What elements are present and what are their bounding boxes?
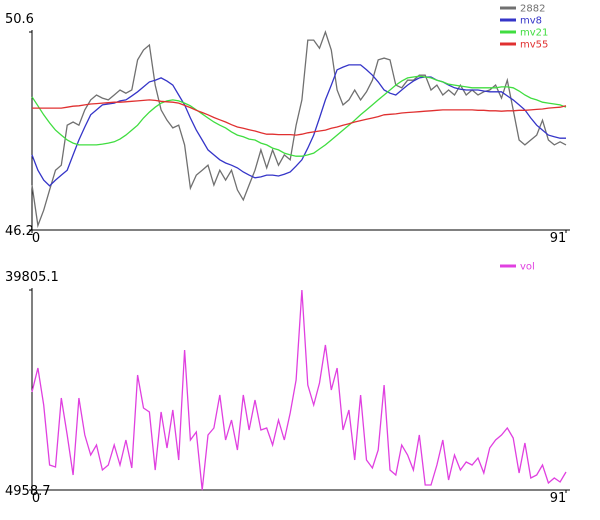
x-tick-label: 0 [32, 491, 40, 506]
series-line [31, 64, 566, 187]
series-line [32, 99, 567, 136]
legend-label: 2882 [520, 4, 545, 15]
y-tick-label: 50.6 [5, 12, 34, 27]
legend-label: mv55 [520, 40, 548, 51]
y-tick-label: 39805.1 [5, 270, 59, 285]
series-line [31, 75, 567, 157]
y-tick-label: 4958.7 [5, 484, 51, 499]
series-line [31, 30, 567, 229]
y-tick-label: 46.2 [5, 224, 34, 239]
series-line [31, 289, 567, 491]
legend-label: mv21 [520, 28, 548, 39]
x-tick-label: 91 [550, 491, 567, 506]
x-tick-label: 0 [32, 231, 40, 246]
legend-label: mv8 [520, 16, 542, 27]
x-tick-label: 91 [550, 231, 567, 246]
legend-label: vol [520, 262, 535, 273]
